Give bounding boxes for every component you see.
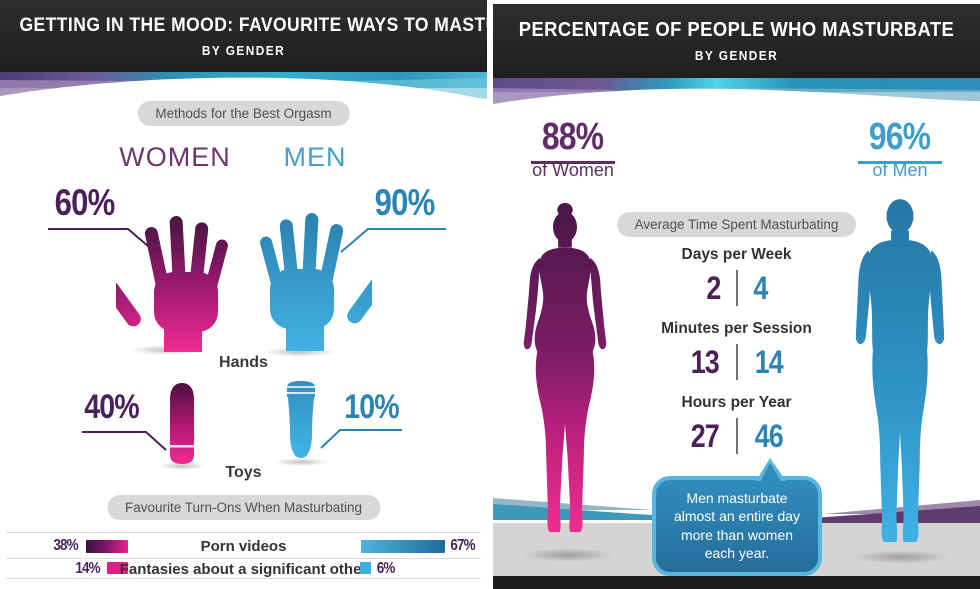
header-wave-decoration: [0, 72, 487, 105]
stat-women-value: 2: [706, 270, 721, 306]
header-wave-decoration: [493, 78, 980, 111]
stat-women-value: 13: [690, 344, 720, 380]
female-figure-shadow: [521, 548, 615, 562]
vibrator-icon: [170, 383, 194, 464]
hands-men-percent: 90%: [375, 182, 436, 223]
right-subtitle: BY GENDER: [694, 49, 779, 63]
turnon-label: Porn videos: [200, 538, 287, 555]
turnon-men-pct: 6%: [376, 560, 396, 577]
stat-minutes-per-session: Minutes per Session 13 14: [661, 320, 812, 380]
women-hand-icon: [116, 216, 228, 352]
men-percentage-label: of Men: [872, 160, 928, 180]
turnon-women-bar: [86, 540, 128, 553]
hands-caption: Hands: [219, 354, 268, 371]
toys-caption: Toys: [225, 464, 262, 481]
male-silhouette: [855, 199, 945, 542]
men-hand-icon: [260, 213, 372, 351]
turnon-women-pct: 14%: [75, 560, 100, 577]
left-header: GETTING IN THE MOOD: FAVOURITE WAYS TO M…: [0, 0, 560, 72]
divider-line: [6, 558, 481, 559]
badge-methods: Methods for the Best Orgasm: [137, 101, 350, 126]
women-percentage-value: 88%: [542, 116, 604, 158]
stat-men-value: 4: [752, 270, 768, 306]
stat-men-value: 46: [754, 418, 783, 454]
hands-women-percent: 60%: [55, 182, 116, 223]
female-silhouette: [523, 203, 607, 533]
right-title: PERCENTAGE OF PEOPLE WHO MASTURBATE: [518, 19, 955, 41]
panel-percentage: PERCENTAGE OF PEOPLE WHO MASTURBATE BY G…: [493, 0, 980, 589]
women-percentage-label: of Women: [532, 160, 614, 180]
vibrator-shadow: [158, 462, 206, 470]
sleeve-toy-icon: [287, 381, 315, 458]
stat-men-value: 14: [754, 344, 783, 380]
women-column-label: WOMEN: [119, 142, 231, 172]
men-column-label: MEN: [283, 142, 347, 172]
bubble-tail: [756, 458, 786, 481]
turnon-men-bar: [360, 562, 371, 574]
stat-divider: [735, 418, 738, 454]
callout-bubble: Men masturbate almost an entire day more…: [652, 458, 822, 576]
toys-men-percent: 10%: [344, 388, 400, 426]
stat-divider: [735, 270, 738, 306]
divider-line: [6, 578, 481, 579]
panel-methods: GETTING IN THE MOOD: FAVOURITE WAYS TO M…: [0, 0, 560, 589]
turnon-men-bar: [361, 540, 445, 553]
badge-average-time: Average Time Spent Masturbating: [616, 212, 857, 237]
callout-text: Men masturbate almost an entire day more…: [673, 490, 801, 562]
stat-hours-per-year: Hours per Year 27 46: [681, 394, 792, 454]
divider-line: [6, 532, 481, 533]
left-title: GETTING IN THE MOOD: FAVOURITE WAYS TO M…: [19, 15, 560, 36]
toys-women-percent: 40%: [84, 388, 140, 426]
stat-divider: [735, 344, 738, 380]
men-percentage-block: 96% of Men: [838, 116, 962, 181]
badge-turnons: Favourite Turn-Ons When Masturbating: [106, 495, 381, 520]
right-header: PERCENTAGE OF PEOPLE WHO MASTURBATE BY G…: [493, 4, 980, 78]
stat-women-value: 27: [690, 418, 720, 454]
turnon-women-bar: [107, 562, 128, 574]
men-percentage-value: 96%: [869, 116, 931, 158]
turnon-men-pct: 67%: [450, 537, 475, 554]
turnon-label: Fantasies about a significant other: [119, 561, 368, 578]
source-footer-strip: [493, 576, 980, 589]
left-subtitle: BY GENDER: [201, 44, 286, 58]
women-percentage-block: 88% of Women: [511, 116, 635, 181]
turnon-women-pct: 38%: [53, 537, 78, 554]
men-hand-shadow: [262, 347, 336, 357]
sleeve-toy-shadow: [274, 458, 328, 466]
male-figure-shadow: [851, 550, 951, 564]
